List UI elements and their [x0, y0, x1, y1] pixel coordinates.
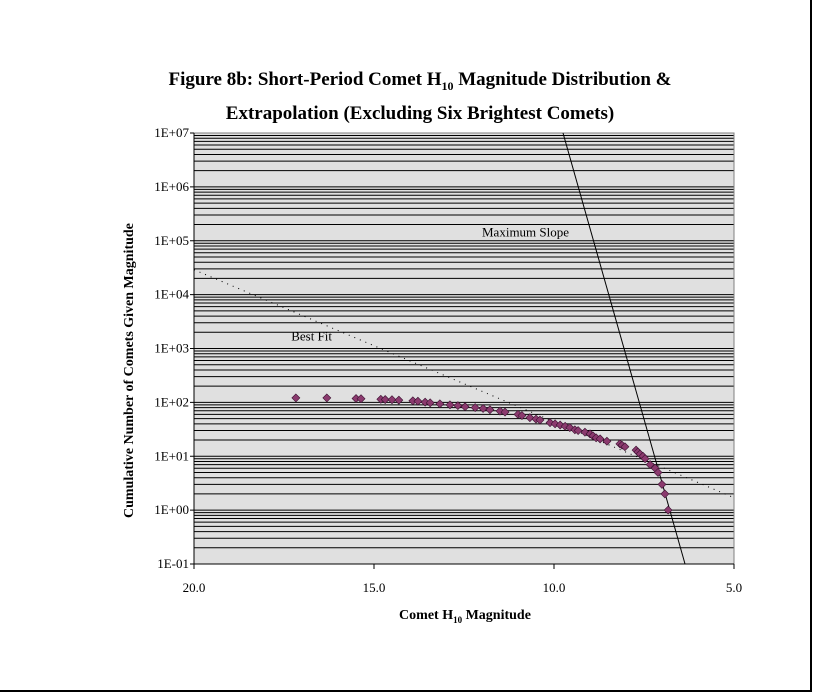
- y-tick-label: 1E+02: [154, 394, 189, 409]
- data-point: [500, 407, 510, 417]
- x-axis-label: Comet H10 Magnitude: [300, 608, 630, 625]
- data-point: [657, 479, 667, 489]
- data-point: [663, 505, 673, 515]
- y-tick-label: 1E+03: [154, 341, 189, 356]
- data-point: [573, 426, 583, 435]
- y-axis-label: Cumulative Number of Comets Given Magnit…: [122, 223, 137, 518]
- data-point: [387, 395, 397, 405]
- best-fit-label: Best Fit: [291, 329, 332, 344]
- xlabel-subscript: 10: [453, 614, 463, 625]
- y-tick-label: 1E+05: [154, 233, 189, 248]
- xlabel-text: Comet H: [399, 608, 454, 623]
- data-point: [380, 395, 390, 404]
- maximum-slope-label: Maximum Slope: [482, 224, 569, 239]
- data-point: [525, 413, 535, 423]
- y-tick-label: 1E-01: [157, 556, 189, 571]
- x-tick-label: 20.0: [183, 580, 206, 595]
- data-point: [602, 436, 612, 446]
- data-point: [653, 468, 663, 477]
- data-point: [435, 399, 445, 409]
- xlabel-text-cont: Magnitude: [462, 608, 531, 623]
- data-point: [517, 411, 527, 420]
- data-point: [394, 395, 404, 405]
- data-point: [478, 404, 488, 413]
- data-point: [356, 394, 366, 404]
- data-point: [595, 434, 605, 444]
- data-point: [460, 402, 470, 412]
- data-point: [453, 401, 463, 411]
- y-tick-label: 1E+06: [154, 179, 189, 194]
- y-tick-label: 1E+01: [154, 448, 189, 463]
- y-tick-label: 1E+00: [154, 502, 189, 517]
- x-tick-label: 5.0: [726, 580, 742, 595]
- y-tick-label: 1E+04: [154, 287, 189, 302]
- data-point: [645, 460, 655, 470]
- title-subscript: 10: [441, 78, 454, 93]
- data-point: [291, 393, 301, 403]
- data-point: [322, 393, 332, 403]
- data-point: [620, 442, 630, 452]
- data-point: [413, 396, 423, 406]
- data-point: [445, 400, 455, 410]
- data-point: [535, 415, 545, 425]
- data-point: [470, 403, 480, 413]
- title-text: Figure 8b: Short-Period Comet H: [168, 69, 442, 90]
- data-point: [660, 489, 670, 499]
- data-point: [640, 454, 650, 464]
- x-tick-label: 10.0: [543, 580, 566, 595]
- y-tick-label: 1E+07: [154, 125, 189, 140]
- x-tick-label: 15.0: [363, 580, 386, 595]
- title-line2: Extrapolation (Excluding Six Brightest C…: [225, 102, 615, 124]
- chart-title: Figure 8b: Short-Period Comet H10 Magnit…: [100, 66, 740, 128]
- data-point: [425, 398, 435, 408]
- data-point: [485, 405, 495, 415]
- title-text-cont: Magnitude Distribution &: [453, 69, 672, 90]
